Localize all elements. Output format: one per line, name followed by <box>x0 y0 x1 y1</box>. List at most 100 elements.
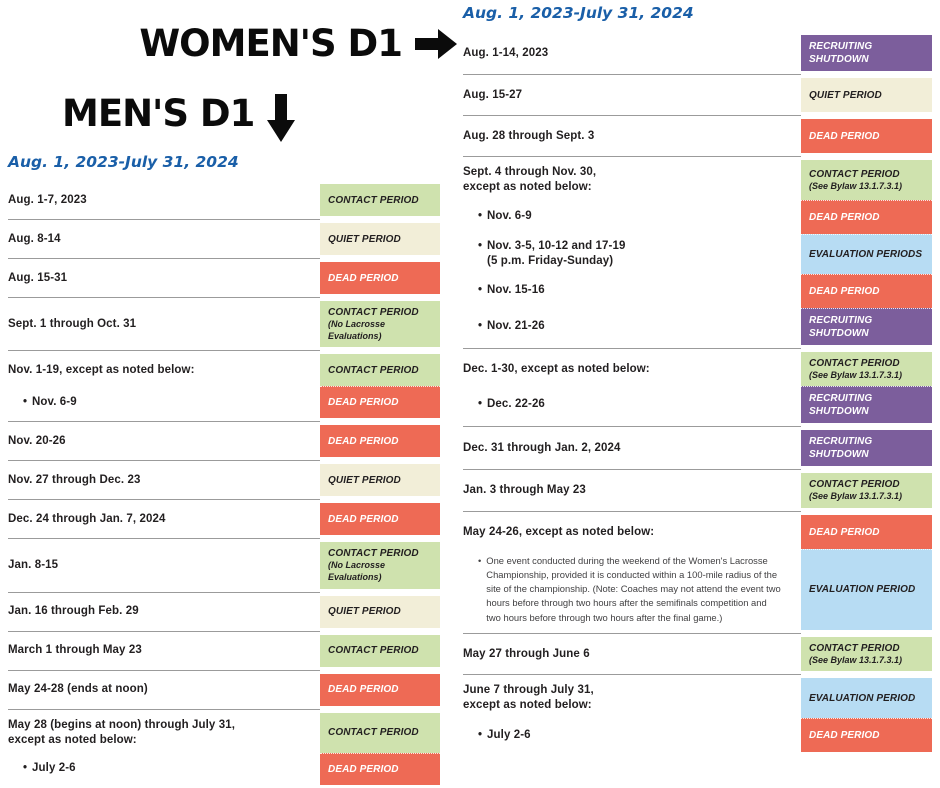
womens-d1-date-range: Aug. 1, 2023-July 31, 2024 <box>463 4 694 22</box>
period-badge-label: EVALUATION PERIOD <box>809 692 916 704</box>
date-label-wrap: Aug. 15-27 <box>463 88 522 103</box>
table-row: Aug. 8-14 QUIET PERIOD <box>8 223 440 255</box>
date-label-wrap: Dec. 24 through Jan. 7, 2024 <box>8 512 165 527</box>
date-cell: May 24-28 (ends at noon) <box>8 674 320 706</box>
period-badge-sublabel: (See Bylaw 13.1.7.3.1) <box>809 369 903 380</box>
row-date-label: March 1 through May 23 <box>8 644 142 657</box>
group-divider <box>463 71 932 78</box>
divider-line <box>8 591 320 593</box>
period-badge-label: EVALUATION PERIODS <box>809 248 923 260</box>
date-label-wrap: Jan. 16 through Feb. 29 <box>8 604 139 619</box>
group-divider <box>8 294 440 301</box>
date-cell: Jan. 3 through May 23 <box>463 473 801 508</box>
row-date-label: Aug. 1-14, 2023 <box>463 46 549 59</box>
row-date-label: Aug. 1-7, 2023 <box>8 193 87 206</box>
period-badge-label: CONTACT PERIOD <box>328 548 419 560</box>
date-label-wrap: Aug. 8-14 <box>8 232 61 247</box>
divider-line <box>8 708 320 710</box>
group-divider <box>8 255 440 262</box>
table-row: Nov. 20-26 DEAD PERIOD <box>8 425 440 458</box>
period-badge-label: RECRUITING SHUTDOWN <box>809 393 873 418</box>
date-cell: • One event conducted during the weekend … <box>463 549 801 630</box>
row-date-label: Nov. 20-26 <box>8 434 66 447</box>
date-label-wrap: Nov. 20-26 <box>8 434 66 449</box>
divider-line <box>8 669 320 671</box>
row-date-label: Sept. 4 through Nov. 30, except as noted… <box>463 166 597 193</box>
divider-line <box>8 421 320 423</box>
bullet-marker: • <box>23 395 28 408</box>
divider-line <box>463 632 801 634</box>
row-date-label: Aug. 28 through Sept. 3 <box>463 129 595 142</box>
period-badge-label: DEAD PERIOD <box>328 435 399 447</box>
period-badge-label: QUIET PERIOD <box>809 89 882 101</box>
date-cell: Jan. 16 through Feb. 29 <box>8 596 320 628</box>
calendar-group: June 7 through July 31, except as noted … <box>463 678 932 753</box>
row-date-label: Dec. 24 through Jan. 7, 2024 <box>8 512 166 525</box>
group-divider <box>8 667 440 674</box>
date-label-wrap: May 24-26, except as noted below: <box>463 525 654 540</box>
date-cell: • Dec. 22-26 <box>463 386 801 423</box>
calendar-group: Aug. 28 through Sept. 3 DEAD PERIOD <box>463 119 932 153</box>
date-cell: • Nov. 6-9 <box>463 200 801 234</box>
period-badge: CONTACT PERIOD (See Bylaw 13.1.7.3.1) <box>801 160 932 200</box>
date-label-wrap: Aug. 1-7, 2023 <box>8 193 87 208</box>
group-divider <box>463 153 932 160</box>
period-badge: RECRUITING SHUTDOWN <box>801 430 932 467</box>
date-label-wrap: Nov. 27 through Dec. 23 <box>8 473 140 488</box>
date-label-wrap: May 24-28 (ends at noon) <box>8 682 148 697</box>
divider-line <box>463 74 801 75</box>
group-divider <box>8 628 440 635</box>
calendar-group: March 1 through May 23 CONTACT PERIOD <box>8 634 440 667</box>
row-date-label: Dec. 22-26 <box>487 398 545 411</box>
divider-line <box>8 258 320 259</box>
period-badge-label: DEAD PERIOD <box>328 513 399 525</box>
divider-line <box>8 297 320 298</box>
date-label-wrap: • July 2-6 <box>8 761 76 776</box>
period-badge-label: RECRUITING SHUTDOWN <box>809 314 873 339</box>
group-divider <box>463 508 932 515</box>
row-date-label: Jan. 3 through May 23 <box>463 484 586 497</box>
table-row: • Nov. 6-9 DEAD PERIOD <box>8 386 440 419</box>
group-divider <box>8 496 440 503</box>
period-badge: CONTACT PERIOD (No Lacrosse Evaluations) <box>320 542 440 589</box>
table-row: • Nov. 15-16 DEAD PERIOD <box>463 273 932 308</box>
period-badge-label: QUIET PERIOD <box>328 233 401 245</box>
calendar-group: May 27 through June 6 CONTACT PERIOD (See … <box>463 636 932 672</box>
group-divider <box>8 589 440 596</box>
divider-line <box>463 347 801 349</box>
group-divider <box>8 418 440 425</box>
period-badge-sublabel: (No Lacrosse Evaluations) <box>328 319 386 341</box>
row-date-label: May 24-28 (ends at noon) <box>8 683 148 696</box>
period-badge-label: DEAD PERIOD <box>809 211 880 223</box>
period-badge-label: RECRUITING SHUTDOWN <box>809 436 873 461</box>
period-badge-sublabel: (See Bylaw 13.1.7.3.1) <box>809 654 903 665</box>
calendar-group: Aug. 1-14, 2023 RECRUITING SHUTDOWN <box>463 35 932 71</box>
period-badge: QUIET PERIOD <box>320 464 440 497</box>
date-label-wrap: • Nov. 6-9 <box>463 209 532 224</box>
date-cell: • Nov. 21-26 <box>463 308 801 345</box>
row-date-label: Nov. 3-5, 10-12 and 17-19 (5 p.m. Friday… <box>487 239 626 267</box>
date-cell: Jan. 8-15 <box>8 542 320 588</box>
mens-d1-label: MEN'S D1 <box>62 92 255 135</box>
calendar-group: May 24-26, except as noted below: DEAD PE… <box>463 515 932 630</box>
divider-line <box>463 674 801 676</box>
bullet-marker: • <box>478 210 483 223</box>
period-badge-label: CONTACT PERIOD <box>328 727 419 739</box>
date-cell: • Nov. 15-16 <box>463 274 801 308</box>
table-row: Aug. 1-7, 2023 CONTACT PERIOD <box>8 184 440 216</box>
bullet-marker: • <box>478 398 483 411</box>
row-date-label: May 24-26, except as noted below: <box>463 525 655 538</box>
period-badge: DEAD PERIOD <box>801 718 932 753</box>
date-label-wrap: June 7 through July 31, except as noted … <box>463 683 594 713</box>
period-badge: CONTACT PERIOD (See Bylaw 13.1.7.3.1) <box>801 636 932 672</box>
row-date-label: Dec. 1-30, except as noted below: <box>463 362 650 375</box>
table-row: Nov. 1-19, except as noted below: CONTACT… <box>8 354 440 387</box>
divider-line <box>8 460 320 462</box>
calendar-group: Nov. 27 through Dec. 23 QUIET PERIOD <box>8 464 440 497</box>
date-label-wrap: Nov. 1-19, except as noted below: <box>8 363 195 378</box>
date-cell: Dec. 1-30, except as noted below: <box>463 352 801 387</box>
row-date-label: May 28 (begins at noon) through July 31,… <box>8 718 235 746</box>
date-cell: May 24-26, except as noted below: <box>463 515 801 549</box>
mens-d1-table: Aug. 1-7, 2023 CONTACT PERIOD Aug. 8-14 QUI… <box>8 184 440 785</box>
date-cell: Nov. 1-19, except as noted below: <box>8 354 320 386</box>
